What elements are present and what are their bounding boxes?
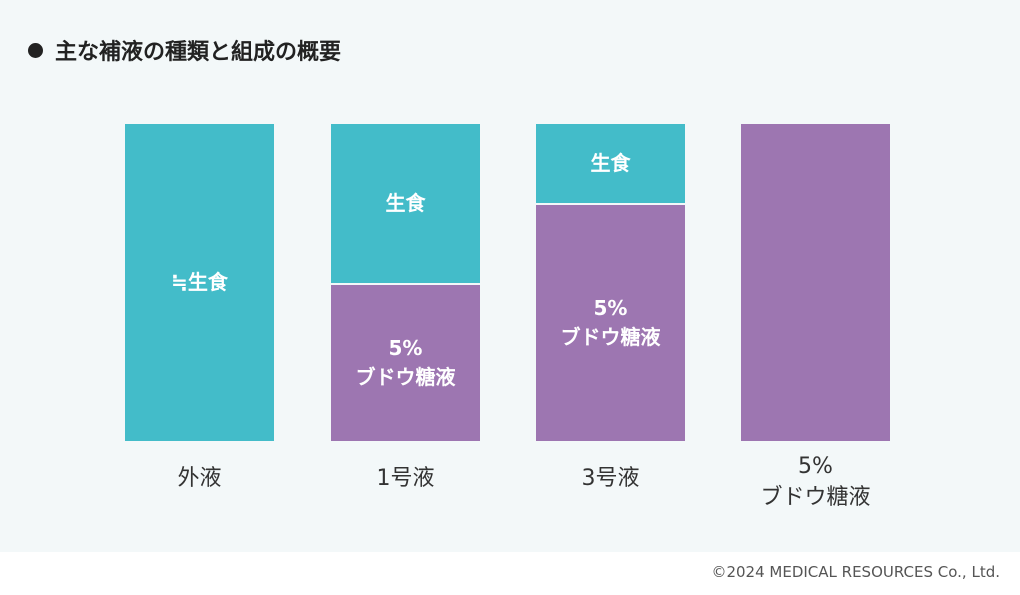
glucose-segment [741,124,890,441]
caption-line: 1号液 [376,466,435,491]
saline-segment: 生食 [331,124,480,283]
title-text: 主な補液の種類と組成の概要 [55,40,342,65]
column-caption: 5% ブドウ糖液 [741,452,890,514]
segment-label: 5% [593,296,628,320]
glucose-segment: 5% ブドウ糖液 [536,203,685,441]
segment-label: ブドウ糖液 [355,364,456,389]
segment-label: ブドウ糖液 [560,325,661,349]
caption-line: ブドウ糖液 [760,484,871,510]
column-caption: 1号液 [331,464,480,495]
segment-label: 生食 [590,151,631,175]
segment-label: 5% [388,335,423,360]
diagram-panel: 主な補液の種類と組成の概要 ≒生食外液 生食 5% ブドウ糖液 1号液 生食 5% ブドウ糖液… [0,0,1020,552]
composition-column: 生食 5% ブドウ糖液 [536,124,685,441]
composition-column: ≒生食 [125,124,274,441]
segment-label: ≒生食 [171,270,228,294]
segment-label: 生食 [385,190,426,215]
caption-line: 3号液 [581,466,640,491]
column-caption: 外液 [125,464,274,495]
caption-line: 5% [798,454,833,479]
composition-column [741,124,890,441]
saline-segment: ≒生食 [125,124,274,441]
page-title: 主な補液の種類と組成の概要 [28,34,341,66]
saline-segment: 生食 [536,124,685,203]
copyright-text: ©2024 MEDICAL RESOURCES Co., Ltd. [711,563,1000,581]
bullet-dot-icon [28,42,43,58]
caption-line: 外液 [177,466,222,491]
column-caption: 3号液 [536,464,685,495]
glucose-segment: 5% ブドウ糖液 [331,282,480,441]
composition-column: 生食 5% ブドウ糖液 [331,124,480,441]
